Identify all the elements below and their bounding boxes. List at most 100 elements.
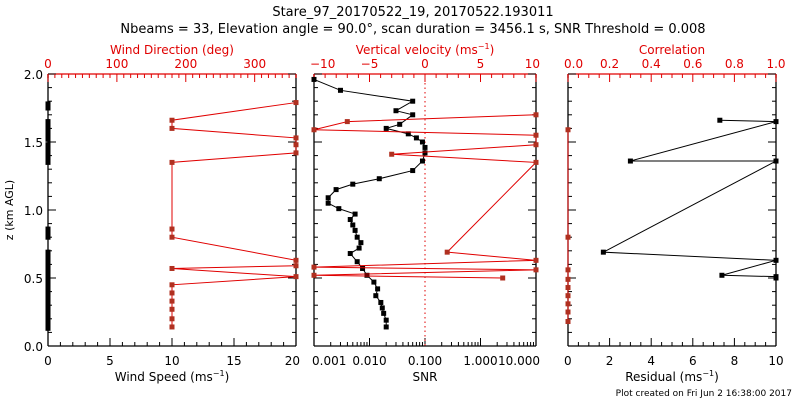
- data-point: [500, 275, 506, 281]
- series-snr: [311, 76, 428, 330]
- x-tick-label: 0.001: [312, 354, 346, 368]
- data-point: [45, 142, 51, 148]
- top-tick-label: 10: [525, 57, 540, 71]
- y-tick-label: 0.0: [24, 340, 43, 354]
- data-point: [45, 289, 51, 295]
- data-point: [311, 127, 317, 133]
- data-point: [45, 260, 51, 266]
- data-point: [45, 153, 51, 159]
- top-axis-label: Wind Direction (deg): [110, 43, 234, 57]
- data-point: [422, 144, 428, 150]
- data-point: [45, 276, 51, 282]
- x-tick-label: 0: [564, 354, 572, 368]
- top-axis-label: Correlation: [639, 43, 705, 57]
- data-point: [419, 139, 425, 145]
- data-point: [565, 267, 571, 273]
- data-point: [169, 159, 175, 165]
- residual-correlation-panel: 0 2 4 6 8 10 Residual (ms−1) 0.0 0.2 0.4 0.6 0.8 1.0…: [564, 43, 786, 384]
- data-point: [325, 195, 331, 201]
- x-tick-label: 0.100: [408, 354, 442, 368]
- title-line-1: Stare_97_20170522_19, 20170522.193011: [272, 5, 553, 20]
- y-tick-label: 1.0: [24, 204, 43, 218]
- top-tick-label: 1.0: [766, 57, 785, 71]
- top-tick-label: −5: [361, 57, 379, 71]
- x-tick-label: 2: [606, 354, 614, 368]
- top-tick-label: 0.8: [725, 57, 744, 71]
- data-point: [325, 200, 331, 206]
- x-tick-label: 10.000: [498, 354, 540, 368]
- footer-timestamp: Plot created on Fri Jun 2 16:38:00 2017: [616, 389, 792, 399]
- data-point: [533, 159, 539, 165]
- x-tick-label: 0.010: [352, 354, 386, 368]
- data-point: [397, 121, 403, 127]
- data-point: [45, 234, 51, 240]
- x-axis-label: Residual (ms−1): [625, 369, 719, 384]
- data-point: [45, 121, 51, 127]
- data-point: [45, 252, 51, 258]
- data-point: [45, 325, 51, 331]
- data-point: [293, 263, 299, 269]
- data-point: [393, 108, 399, 114]
- data-point: [293, 142, 299, 148]
- top-tick-label: 0.4: [642, 57, 661, 71]
- data-point: [565, 127, 571, 133]
- x-tick-label: 10: [768, 354, 783, 368]
- y-axis-label: z (km AGL): [3, 180, 16, 240]
- data-point: [169, 298, 175, 304]
- data-point: [347, 251, 353, 257]
- title-line-2: Nbeams = 33, Elevation angle = 90.0°, sc…: [120, 22, 705, 37]
- data-point: [45, 256, 51, 262]
- y-tick-label: 0.5: [24, 272, 43, 286]
- data-point: [293, 257, 299, 263]
- data-point: [45, 146, 51, 152]
- series-correlation: [565, 127, 571, 325]
- top-tick-label: 200: [174, 57, 197, 71]
- data-point: [45, 136, 51, 142]
- data-point: [45, 150, 51, 156]
- data-point: [352, 211, 358, 217]
- data-point: [337, 87, 343, 93]
- data-point: [45, 119, 51, 125]
- data-point: [422, 150, 428, 156]
- x-tick-label: 0: [44, 354, 52, 368]
- data-point: [773, 257, 779, 263]
- top-tick-label: 0: [44, 57, 52, 71]
- data-point: [45, 159, 51, 165]
- data-point: [565, 293, 571, 299]
- data-point: [383, 317, 389, 323]
- data-point: [45, 226, 51, 232]
- data-point: [419, 158, 425, 164]
- top-tick-label: 100: [105, 57, 128, 71]
- y-tick-label: 2.0: [24, 68, 43, 82]
- wind-panel: 0.0 0.5 1.0 1.5 2.0 z (km AGL) 0 5 10 15 20 Wind Sp…: [3, 43, 300, 384]
- data-point: [45, 268, 51, 274]
- data-point: [45, 134, 51, 140]
- x-axis-label: Wind Speed (ms−1): [115, 369, 230, 384]
- data-point: [293, 100, 299, 106]
- series-wind-speed: [45, 101, 51, 331]
- data-point: [333, 187, 339, 193]
- x-tick-label: 1.000: [463, 354, 497, 368]
- data-point: [169, 282, 175, 288]
- data-point: [533, 112, 539, 118]
- data-point: [169, 316, 175, 322]
- data-point: [293, 274, 299, 280]
- data-point: [389, 151, 395, 157]
- data-point: [405, 131, 411, 137]
- data-point: [410, 112, 416, 118]
- data-point: [773, 119, 779, 125]
- data-point: [169, 265, 175, 271]
- data-point: [45, 105, 51, 111]
- data-point: [410, 98, 416, 104]
- x-tick-label: 5: [106, 354, 114, 368]
- data-point: [45, 301, 51, 307]
- x-tick-label: 4: [647, 354, 655, 368]
- series-line: [601, 119, 777, 278]
- data-point: [169, 324, 175, 330]
- data-point: [347, 217, 353, 223]
- data-point: [311, 264, 317, 270]
- data-point: [360, 265, 366, 271]
- y-tick-label: 1.5: [24, 136, 43, 150]
